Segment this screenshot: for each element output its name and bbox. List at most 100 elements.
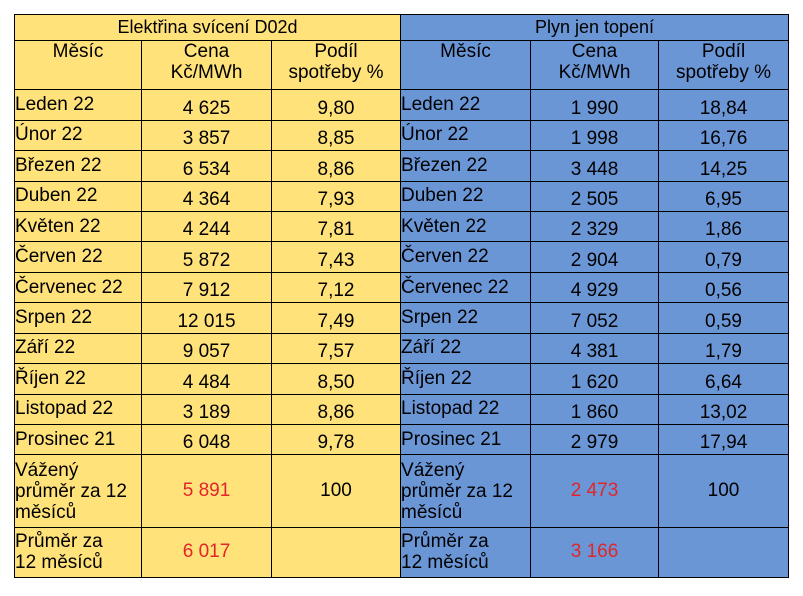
gas-month-cell: Únor 22	[400, 119, 532, 152]
electricity-share-cell: 7,49	[270, 302, 402, 334]
electricity-price-cell: 4 364	[141, 180, 272, 213]
price-comparison-table: Elektřina svícení D02d Plyn jen topení M…	[13, 13, 790, 579]
electricity-price-cell: 4 484	[141, 363, 272, 395]
electricity-weighted-average-price: 5 891	[141, 454, 272, 528]
gas-month-cell: Březen 22	[400, 150, 532, 182]
electricity-month-cell: Srpen 22	[14, 302, 142, 334]
gas-price-cell: 4 929	[530, 271, 660, 304]
electricity-share-cell: 7,93	[270, 180, 402, 213]
gas-share-cell: 0,79	[658, 241, 790, 273]
gas-price-header: Cena Kč/MWh	[530, 40, 660, 91]
electricity-price-cell: 3 189	[141, 393, 272, 425]
electricity-weighted-average-share: 100	[270, 454, 402, 528]
electricity-month-cell: Červen 22	[14, 241, 142, 273]
gas-weighted-average-label: Vážený průměr za 12 měsíců	[400, 454, 532, 528]
gas-share-cell: 17,94	[658, 423, 790, 456]
gas-share-cell: 16,76	[658, 119, 790, 152]
gas-price-cell: 2 904	[530, 241, 660, 273]
electricity-price-cell: 4 625	[141, 89, 272, 121]
simple-average: Průměr za 12 měsíců 6 017 Průměr za 12 měsíc…	[14, 526, 790, 579]
electricity-price-cell: 6 534	[141, 150, 272, 182]
electricity-share-cell: 8,50	[270, 363, 402, 395]
gas-month-cell: Červen 22	[400, 241, 532, 273]
gas-price-cell: 1 860	[530, 393, 660, 425]
gas-share-cell: 13,02	[658, 393, 790, 425]
gas-month-cell: Duben 22	[400, 180, 532, 213]
table-row: Červen 22 5 872 7,43 Červen 22 2 904 0,79	[14, 241, 790, 273]
gas-month-header: Měsíc	[400, 40, 532, 91]
table-row: Květen 22 4 244 7,81 Květen 22 2 329 1,86	[14, 210, 790, 243]
gas-price-cell: 2 979	[530, 423, 660, 456]
electricity-share-cell: 8,86	[270, 150, 402, 182]
electricity-price-cell: 12 015	[141, 302, 272, 334]
table-row: Říjen 22 4 484 8,50 Říjen 22 1 620 6,64	[14, 363, 790, 395]
gas-price-cell: 4 381	[530, 332, 660, 365]
gas-month-cell: Srpen 22	[400, 302, 532, 334]
electricity-share-cell: 7,43	[270, 241, 402, 273]
electricity-month-cell: Květen 22	[14, 210, 142, 243]
gas-price-cell: 3 448	[530, 150, 660, 182]
electricity-month-cell: Duben 22	[14, 180, 142, 213]
gas-month-cell: Červenec 22	[400, 271, 532, 304]
gas-simple-average-label: Průměr za 12 měsíců	[400, 526, 532, 579]
electricity-month-cell: Únor 22	[14, 119, 142, 152]
table-row: Prosinec 21 6 048 9,78 Prosinec 21 2 979 17,9…	[14, 423, 790, 456]
electricity-month-cell: Březen 22	[14, 150, 142, 182]
table-row: Listopad 22 3 189 8,86 Listopad 22 1 860 13,0…	[14, 393, 790, 425]
table-row: Září 22 9 057 7,57 Září 22 4 381 1,79	[14, 332, 790, 365]
electricity-share-cell: 8,85	[270, 119, 402, 152]
gas-share-cell: 0,59	[658, 302, 790, 334]
gas-share-cell: 6,95	[658, 180, 790, 213]
electricity-month-cell: Říjen 22	[14, 363, 142, 395]
electricity-month-header: Měsíc	[14, 40, 142, 91]
electricity-price-cell: 3 857	[141, 119, 272, 152]
gas-month-cell: Leden 22	[400, 89, 532, 121]
table-row: Leden 22 4 625 9,80 Leden 22 1 990 18,84	[14, 89, 790, 121]
gas-price-cell: 7 052	[530, 302, 660, 334]
electricity-month-cell: Prosinec 21	[14, 423, 142, 456]
gas-price-cell: 1 620	[530, 363, 660, 395]
electricity-share-cell: 7,57	[270, 332, 402, 365]
gas-price-cell: 2 505	[530, 180, 660, 213]
gas-weighted-average-share: 100	[658, 454, 790, 528]
gas-share-cell: 6,64	[658, 363, 790, 395]
electricity-price-cell: 4 244	[141, 210, 272, 243]
table-row: Červenec 22 7 912 7,12 Červenec 22 4 929 0,56	[14, 271, 790, 304]
electricity-weighted-average-label: Vážený průměr za 12 měsíců	[14, 454, 142, 528]
gas-share-cell: 1,86	[658, 210, 790, 243]
electricity-section-title: Elektřina svícení D02d	[13, 13, 402, 42]
electricity-price-cell: 6 048	[141, 423, 272, 456]
gas-share-cell: 18,84	[658, 89, 790, 121]
gas-weighted-average-price: 2 473	[530, 454, 660, 528]
electricity-month-cell: Listopad 22	[14, 393, 142, 425]
gas-month-cell: Říjen 22	[400, 363, 532, 395]
weighted-average: Vážený průměr za 12 měsíců 5 891 100 Vážený pr…	[14, 454, 790, 528]
electricity-price-cell: 7 912	[141, 271, 272, 304]
table-row: Duben 22 4 364 7,93 Duben 22 2 505 6,95	[14, 180, 790, 213]
table-row: Srpen 22 12 015 7,49 Srpen 22 7 052 0,59	[14, 302, 790, 334]
electricity-simple-average-share	[270, 526, 402, 579]
electricity-share-cell: 9,80	[270, 89, 402, 121]
section-title-row: Elektřina svícení D02d Plyn jen topení	[13, 13, 790, 42]
electricity-price-header: Cena Kč/MWh	[141, 40, 272, 91]
electricity-month-cell: Leden 22	[14, 89, 142, 121]
gas-simple-average-price: 3 166	[530, 526, 660, 579]
table-row: Únor 22 3 857 8,85 Únor 22 1 998 16,76	[14, 119, 790, 152]
electricity-price-cell: 9 057	[141, 332, 272, 365]
gas-month-cell: Prosinec 21	[400, 423, 532, 456]
gas-share-cell: 0,56	[658, 271, 790, 304]
gas-simple-average-share	[658, 526, 790, 579]
electricity-month-cell: Červenec 22	[14, 271, 142, 304]
gas-section-title: Plyn jen topení	[400, 13, 790, 42]
electricity-share-cell: 7,12	[270, 271, 402, 304]
gas-month-cell: Listopad 22	[400, 393, 532, 425]
gas-month-cell: Září 22	[400, 332, 532, 365]
gas-price-cell: 1 990	[530, 89, 660, 121]
electricity-share-cell: 9,78	[270, 423, 402, 456]
table-row: Březen 22 6 534 8,86 Březen 22 3 448 14,25	[14, 150, 790, 182]
electricity-simple-average-label: Průměr za 12 měsíců	[14, 526, 142, 579]
electricity-share-cell: 8,86	[270, 393, 402, 425]
electricity-share-header: Podíl spotřeby %	[270, 40, 402, 91]
electricity-price-cell: 5 872	[141, 241, 272, 273]
gas-share-cell: 14,25	[658, 150, 790, 182]
